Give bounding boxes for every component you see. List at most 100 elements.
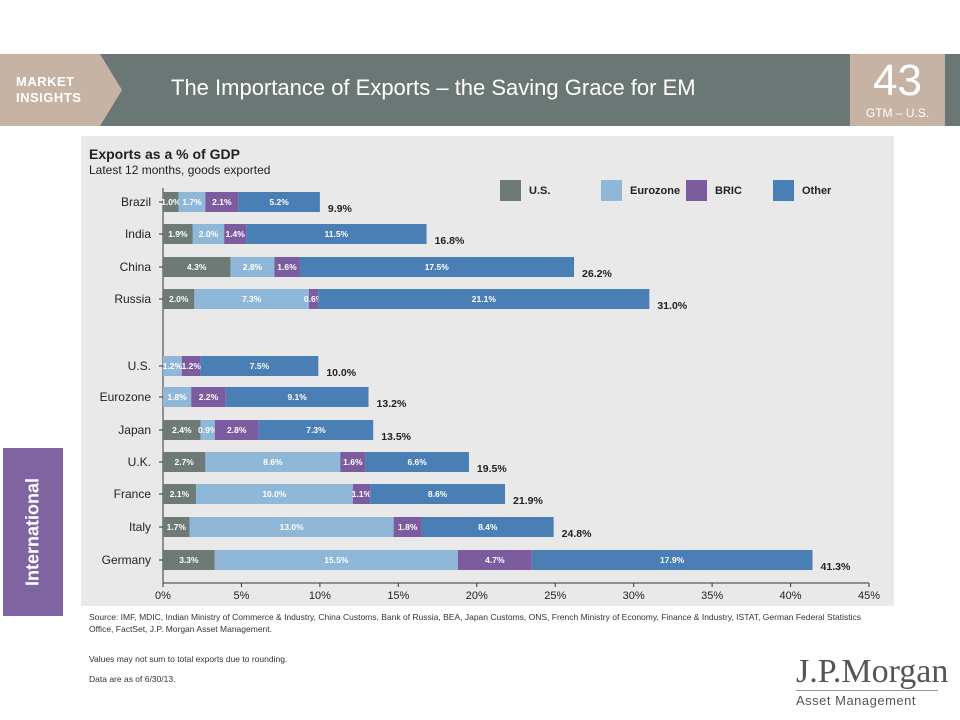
bar-segment (163, 192, 179, 212)
legend-label: BRIC (715, 185, 742, 197)
segment-label: 1.2% (182, 361, 202, 371)
logo-subtitle: Asset Management (796, 690, 938, 708)
bar-segment (178, 192, 206, 212)
bar-segment (163, 484, 196, 504)
segment-label: 1.9% (168, 229, 188, 239)
segment-label: 1.8% (398, 522, 418, 532)
section-tab: International (3, 448, 63, 616)
rounding-note: Values may not sum to total exports due … (89, 654, 288, 664)
bar-segment (393, 517, 422, 537)
legend-swatch (773, 180, 794, 201)
bar-segment (205, 452, 341, 472)
segment-label: 4.3% (187, 262, 207, 272)
bar-segment (200, 356, 319, 376)
market-insights-line1: MARKET (16, 74, 75, 89)
segment-label: 8.6% (428, 489, 448, 499)
bar-segment (299, 257, 575, 277)
bar-segment (192, 224, 225, 244)
segment-label: 6.6% (407, 457, 427, 467)
segment-label: 3.3% (179, 555, 199, 565)
segment-label: 1.0% (161, 197, 181, 207)
segment-label: 2.0% (169, 294, 189, 304)
page-title: The Importance of Exports – the Saving G… (171, 75, 696, 100)
bar-segment (189, 517, 394, 537)
bar-segment (258, 420, 374, 440)
segment-label: 0.9% (198, 425, 218, 435)
category-label: France (114, 487, 152, 501)
segment-label: 7.5% (250, 361, 270, 371)
category-label: U.K. (128, 455, 151, 469)
header-bar: MARKET INSIGHTS The Importance of Export… (0, 54, 960, 126)
bar-segment (308, 289, 319, 309)
category-label: Russia (114, 292, 151, 306)
total-label: 10.0% (326, 367, 356, 379)
bar-segment (163, 257, 231, 277)
legend-label: Eurozone (630, 185, 680, 197)
x-tick-label: 35% (701, 590, 723, 602)
segment-label: 1.7% (167, 522, 187, 532)
total-label: 13.5% (381, 431, 411, 443)
total-label: 41.3% (821, 561, 851, 573)
source-note: Source: IMF, MDIC, Indian Ministry of Co… (89, 612, 862, 634)
total-label: 16.8% (435, 235, 465, 247)
page-number-box: 43 GTM – U.S. (850, 54, 945, 126)
page-code: GTM – U.S. (865, 106, 930, 120)
bar-segment (200, 420, 215, 440)
bar-segment (163, 356, 182, 376)
segment-label: 11.5% (325, 229, 349, 239)
segment-label: 2.2% (199, 392, 219, 402)
x-tick-label: 25% (544, 590, 566, 602)
segment-label: 2.1% (170, 489, 190, 499)
bar-segment (238, 192, 320, 212)
bar-segment (531, 550, 813, 570)
segment-label: 17.9% (660, 555, 685, 565)
segment-label: 21.1% (472, 294, 497, 304)
segment-label: 4.7% (485, 555, 505, 565)
bar-segment (163, 452, 206, 472)
segment-label: 9.1% (287, 392, 307, 402)
category-label: China (120, 260, 152, 274)
segment-label: 1.4% (225, 229, 245, 239)
segment-label: 1.8% (167, 392, 187, 402)
x-tick-label: 5% (233, 590, 249, 602)
logo-name: J.P.Morgan (796, 653, 949, 690)
category-label: U.S. (128, 359, 151, 373)
segment-label: 2.8% (243, 262, 263, 272)
x-tick-label: 45% (858, 590, 880, 602)
segment-label: 15.5% (324, 555, 349, 565)
bar-segment (195, 484, 353, 504)
segment-label: 1.6% (277, 262, 297, 272)
bar-segment (246, 224, 427, 244)
bar-segment (163, 517, 190, 537)
bar-segment (163, 224, 193, 244)
legend-swatch (500, 180, 521, 201)
jpmorgan-logo: J.P.Morgan Asset Management (796, 653, 949, 708)
badge-arrow (100, 54, 122, 126)
chart-title: Exports as a % of GDP (89, 146, 240, 162)
total-label: 24.8% (562, 528, 592, 540)
category-label: Germany (102, 553, 151, 567)
bar-segment (163, 420, 201, 440)
bar-segment (181, 356, 201, 376)
segment-label: 1.1% (352, 489, 372, 499)
segment-label: 1.7% (182, 197, 202, 207)
total-label: 9.9% (328, 203, 353, 215)
bar-segment (163, 550, 215, 570)
total-label: 21.9% (513, 495, 543, 507)
segment-label: 0.6% (304, 294, 324, 304)
x-tick-label: 10% (309, 590, 331, 602)
legend-swatch (601, 180, 622, 201)
segment-label: 2.0% (199, 229, 219, 239)
segment-label: 2.8% (227, 425, 247, 435)
bar-segment (224, 224, 247, 244)
segment-label: 1.2% (163, 361, 183, 371)
bar-segment (163, 289, 195, 309)
x-tick-label: 30% (623, 590, 645, 602)
category-label: Brazil (121, 195, 151, 209)
market-insights-badge: MARKET INSIGHTS (0, 54, 100, 126)
bar-segment (205, 192, 239, 212)
category-label: Italy (129, 520, 151, 534)
bar-segment (421, 517, 554, 537)
x-tick-label: 40% (780, 590, 802, 602)
